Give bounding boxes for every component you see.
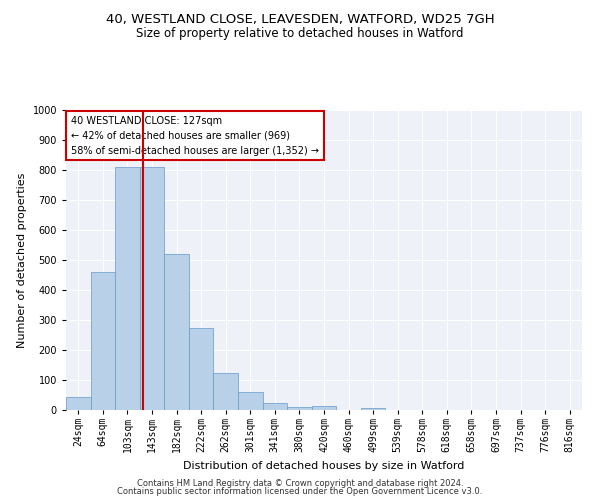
Text: Contains HM Land Registry data © Crown copyright and database right 2024.: Contains HM Land Registry data © Crown c… [137, 478, 463, 488]
Bar [91, 272, 115, 410]
Bar [263, 402, 287, 410]
Y-axis label: Number of detached properties: Number of detached properties [17, 172, 27, 348]
Bar [66, 396, 91, 410]
Bar [164, 254, 189, 410]
Bar [214, 372, 238, 410]
Bar [140, 167, 164, 410]
Text: Size of property relative to detached houses in Watford: Size of property relative to detached ho… [136, 28, 464, 40]
Bar [238, 392, 263, 410]
Bar [312, 406, 336, 410]
Text: 40, WESTLAND CLOSE, LEAVESDEN, WATFORD, WD25 7GH: 40, WESTLAND CLOSE, LEAVESDEN, WATFORD, … [106, 12, 494, 26]
Bar [361, 408, 385, 410]
Bar [287, 407, 312, 410]
Text: Contains public sector information licensed under the Open Government Licence v3: Contains public sector information licen… [118, 487, 482, 496]
Bar [189, 328, 214, 410]
X-axis label: Distribution of detached houses by size in Watford: Distribution of detached houses by size … [184, 460, 464, 470]
Bar [115, 167, 140, 410]
Text: 40 WESTLAND CLOSE: 127sqm
← 42% of detached houses are smaller (969)
58% of semi: 40 WESTLAND CLOSE: 127sqm ← 42% of detac… [71, 116, 319, 156]
